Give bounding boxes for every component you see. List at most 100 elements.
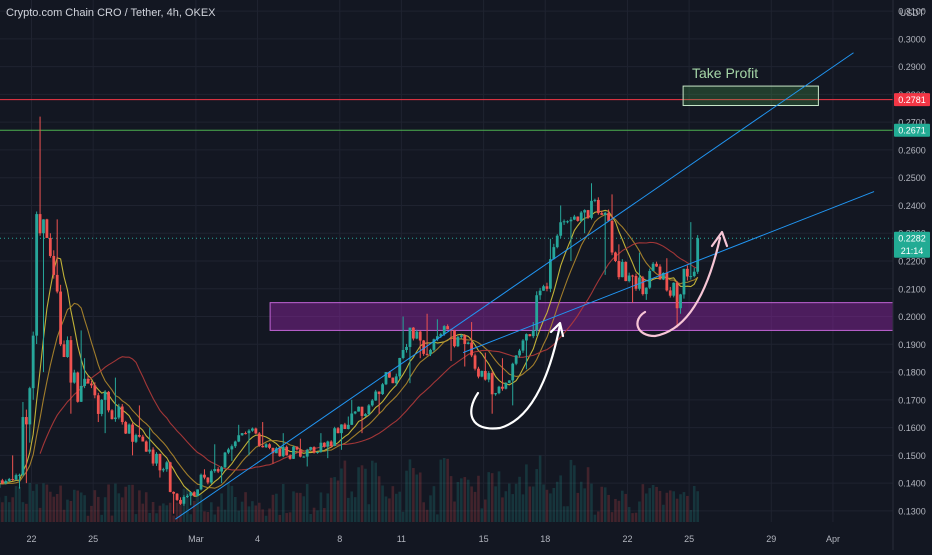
candle [576,217,579,221]
volume-bar [683,492,686,522]
volume-bar [690,510,693,522]
volume-bar [42,483,45,522]
candle [590,201,593,218]
candle [340,424,343,433]
candle [333,428,336,446]
volume-bar [666,493,669,522]
volume-bar [279,515,282,522]
candle [679,294,682,308]
candle [426,354,429,355]
candle [59,292,62,345]
volume-bar [8,502,11,522]
volume-bar [227,483,230,522]
volume-bar [193,501,196,522]
volume-bar [344,461,347,522]
symbol-header[interactable]: Crypto.com Chain CRO / Tether, 4h, OKEX [6,7,216,19]
volume-bar [220,493,223,522]
candle [162,469,165,470]
candle [487,373,490,380]
volume-bar [186,488,189,522]
volume-bar [624,494,627,522]
candle [285,447,288,456]
time-tick-label: 11 [397,534,406,544]
volume-bar [231,486,234,522]
price-tick-label: 0.1300 [898,506,926,516]
price-tick-label: 0.2900 [898,62,926,72]
volume-bar [522,494,525,522]
candle [611,221,614,253]
volume-bar [491,473,494,522]
volume-bar [604,487,607,522]
volume-bar [395,494,398,522]
candle [594,200,597,201]
volume-bar [258,503,261,522]
volume-bar [70,501,73,522]
volume-bar [570,460,573,522]
volume-bar [645,493,648,522]
volume-bar [573,465,576,522]
candle [104,392,107,400]
candle [18,475,21,476]
candle [463,335,466,344]
volume-bar [11,497,14,522]
volume-bar [265,516,268,522]
candle [4,481,7,483]
volume-bar [32,491,35,522]
volume-bar [121,497,124,522]
candle [306,450,309,457]
price-tick-label: 0.1700 [898,395,926,405]
volume-bar [583,488,586,522]
volume-bar [525,464,528,522]
time-tick-label: Mar [188,534,204,544]
candle [193,492,196,496]
volume-bar [111,516,114,522]
volume-bar [138,490,141,522]
candle [155,454,158,464]
price-tick-label: 0.2000 [898,312,926,322]
volume-bar [553,488,556,522]
candle [179,500,182,504]
candle [69,340,72,382]
time-tick-label: 22 [622,534,632,544]
volume-bar [18,487,21,522]
time-tick-label: 8 [337,534,342,544]
volume-bar [56,494,59,522]
volume-bar [49,492,52,522]
candle [309,447,312,450]
candle [617,261,620,277]
candle [409,328,412,347]
candle [114,418,117,419]
volume-bar [299,493,302,522]
candle [631,276,634,277]
candle [135,435,138,442]
volume-bar [542,484,545,522]
countdown-label: 21:14 [901,246,924,256]
candle [374,392,377,401]
volume-bar [529,486,532,522]
volume-bar [539,456,542,522]
volume-bar [409,459,412,522]
volume-bar [244,492,247,522]
volume-bar [207,512,210,522]
candle [138,435,141,437]
volume-bar [94,490,97,522]
price-badge-label: 0.2671 [898,126,926,136]
volume-bar [429,495,432,522]
volume-bar [172,516,175,522]
candle [46,219,49,238]
volume-bar [39,508,42,522]
candle [501,387,504,389]
candle [357,407,360,412]
volume-bar [638,502,641,522]
volume-bar [559,475,562,522]
candle [676,283,679,308]
volume-bar [511,494,514,522]
volume-bar [426,510,429,522]
volume-bar [169,503,172,522]
candle [100,400,103,414]
candle [124,422,127,433]
volume-bar [340,468,343,522]
volume-bar [549,493,552,522]
